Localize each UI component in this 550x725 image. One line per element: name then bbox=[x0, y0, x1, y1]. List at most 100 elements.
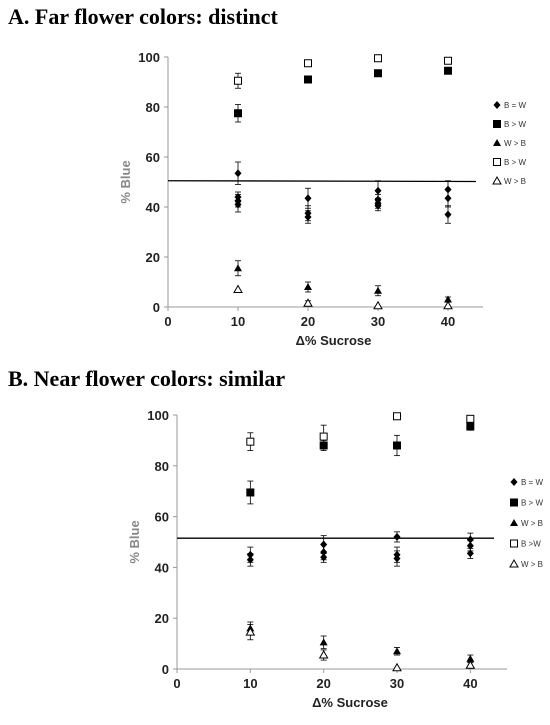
panel-b-legend-marker-3 bbox=[510, 539, 518, 548]
panel-a-point-series-2 bbox=[304, 283, 312, 290]
panel-b-point-series-0 bbox=[466, 535, 474, 544]
panel-a-legend-label-3: B > W bbox=[504, 158, 526, 167]
panel-a-point-series-0 bbox=[444, 210, 452, 219]
panel-b-point-series-0 bbox=[246, 550, 254, 559]
panel-a-point-series-1 bbox=[234, 109, 242, 118]
panel-b-x-axis-label: Δ% Sucrose bbox=[312, 695, 388, 710]
panel-a-y-tick-label: 40 bbox=[146, 200, 160, 215]
panel-b-point-series-2 bbox=[319, 638, 328, 646]
panel-a-point-series-1 bbox=[374, 69, 382, 78]
panel-a-legend-marker-4 bbox=[492, 175, 502, 185]
panel-b-point-series-1 bbox=[393, 441, 401, 450]
panel-b-legend-label-2: W > B bbox=[521, 519, 543, 528]
panel-a-point-series-0 bbox=[304, 194, 312, 203]
panel-b-title: B. Near flower colors: similar bbox=[8, 366, 286, 391]
panel-b-point-series-4 bbox=[392, 662, 402, 672]
panel-a-point-series-2 bbox=[234, 264, 242, 272]
panel-b-point-series-0 bbox=[320, 540, 328, 549]
panel-a-point-series-4 bbox=[233, 284, 243, 293]
panel-b-y-tick-label: 60 bbox=[155, 510, 169, 525]
panel-a-point-series-2 bbox=[444, 295, 452, 303]
panel-a-chart: 0 20 40 60 80 100 0 10 20 30 40 Δ% Sucrose % Blue B =… bbox=[118, 50, 526, 348]
panel-b-point-series-0 bbox=[393, 532, 401, 541]
panel-b-point-series-3 bbox=[246, 437, 255, 446]
panel-b-legend-label-4: W > B bbox=[521, 560, 543, 569]
panel-b-point-series-1 bbox=[246, 488, 255, 497]
panel-b-y-tick-label: 40 bbox=[155, 560, 169, 575]
panel-b-point-series-4 bbox=[245, 627, 256, 636]
panel-a-y-tick-label: 0 bbox=[153, 300, 160, 315]
panel-b-y-tick-label: 20 bbox=[155, 611, 169, 626]
panel-b-plot: 0 20 40 60 80 100 0 10 20 30 40 Δ% Sucrose % Blue B =… bbox=[127, 408, 543, 710]
panel-a-legend-label-1: B > W bbox=[504, 120, 526, 129]
panel-b-point-series-0 bbox=[246, 555, 254, 564]
panel-a-legend-label-2: W > B bbox=[504, 139, 526, 148]
panel-b-legend-marker-0 bbox=[510, 478, 518, 486]
panel-a-point-series-3 bbox=[304, 59, 312, 68]
panel-b-x-tick-label: 30 bbox=[390, 676, 404, 691]
panel-b-point-series-2 bbox=[466, 654, 475, 662]
panel-b-x-tick-label: 0 bbox=[173, 676, 180, 691]
panel-b-y-tick-label: 80 bbox=[155, 459, 169, 474]
panel-a-point-series-4 bbox=[303, 298, 313, 307]
panel-a-point-series-4 bbox=[443, 300, 453, 310]
panel-b-point-series-1 bbox=[319, 441, 328, 450]
panel-b-point-series-1 bbox=[466, 422, 475, 431]
panel-a-point-series-0 bbox=[234, 169, 242, 178]
panel-b-y-tick-label: 0 bbox=[162, 662, 169, 677]
panel-a-x-tick-label: 10 bbox=[231, 314, 245, 329]
panel-a-legend-label-0: B = W bbox=[504, 101, 526, 110]
panel-a-point-series-0 bbox=[444, 185, 452, 194]
panel-a-point-series-0 bbox=[374, 201, 382, 210]
panel-b-point-series-3 bbox=[466, 414, 475, 423]
panel-a-y-tick-label: 20 bbox=[146, 250, 160, 265]
panel-b-legend-marker-4 bbox=[509, 558, 519, 568]
panel-a-legend-label-4: W > B bbox=[504, 177, 526, 186]
panel-a-x-tick-label: 30 bbox=[371, 314, 385, 329]
panel-b-legend-label-1: B > W bbox=[521, 499, 543, 508]
panel-a-x-tick-label: 40 bbox=[441, 314, 455, 329]
panel-a-point-series-0 bbox=[444, 194, 452, 203]
panel-b-point-series-3 bbox=[319, 432, 328, 441]
panel-a-point-series-3 bbox=[444, 56, 452, 65]
panel-a-point-series-2 bbox=[374, 286, 382, 294]
panel-b-point-series-0 bbox=[320, 548, 328, 557]
panel-a-reference-line bbox=[167, 180, 477, 183]
panel-b-x-tick-label: 10 bbox=[243, 676, 257, 691]
panel-b-point-series-0 bbox=[466, 549, 474, 558]
panel-a-point-series-0 bbox=[234, 200, 242, 209]
panel-b-legend-marker-1 bbox=[510, 498, 518, 507]
panel-a-y-tick-label: 80 bbox=[146, 100, 160, 115]
panel-b-point-series-4 bbox=[318, 650, 329, 659]
panel-a-legend-marker-0 bbox=[493, 101, 501, 109]
panel-a-x-axis-label: Δ% Sucrose bbox=[296, 333, 372, 348]
panel-b-point-series-0 bbox=[466, 541, 474, 550]
panel-b-x-tick-label: 40 bbox=[463, 676, 477, 691]
panel-a-legend-marker-2 bbox=[493, 139, 501, 146]
panel-b-point-series-0 bbox=[393, 554, 401, 563]
panel-a-plot: 0 20 40 60 80 100 0 10 20 30 40 Δ% Sucrose % Blue B =… bbox=[118, 50, 526, 348]
panel-a-y-tick-label: 60 bbox=[146, 150, 160, 165]
panel-a-y-axis-label: % Blue bbox=[118, 160, 133, 203]
panel-a-point-series-3 bbox=[374, 54, 382, 63]
panel-b-y-axis-label: % Blue bbox=[127, 520, 142, 563]
panel-a-legend-marker-1 bbox=[493, 120, 501, 128]
panel-a-point-series-1 bbox=[304, 75, 312, 84]
panel-b-point-series-4 bbox=[465, 660, 476, 669]
panel-a-point-series-0 bbox=[374, 186, 382, 195]
panel-a-y-tick-label: 100 bbox=[138, 50, 160, 65]
panel-a-point-series-1 bbox=[444, 66, 452, 75]
panel-b-point-series-3 bbox=[393, 412, 401, 421]
panel-b-legend-label-0: B = W bbox=[521, 478, 543, 487]
panel-a-x-tick-label: 20 bbox=[301, 314, 315, 329]
panel-a-point-series-4 bbox=[373, 300, 383, 310]
panel-a-title: A. Far flower colors: distinct bbox=[8, 4, 278, 29]
panel-b-point-series-2 bbox=[393, 647, 401, 655]
panel-b-y-tick-label: 100 bbox=[147, 408, 169, 423]
panel-b-legend-label-3: B >W bbox=[521, 540, 541, 549]
panel-a-point-series-0 bbox=[304, 213, 312, 221]
panel-a-x-tick-label: 0 bbox=[164, 314, 171, 329]
panel-b-point-series-0 bbox=[320, 553, 328, 562]
panel-a-point-series-3 bbox=[234, 76, 242, 85]
